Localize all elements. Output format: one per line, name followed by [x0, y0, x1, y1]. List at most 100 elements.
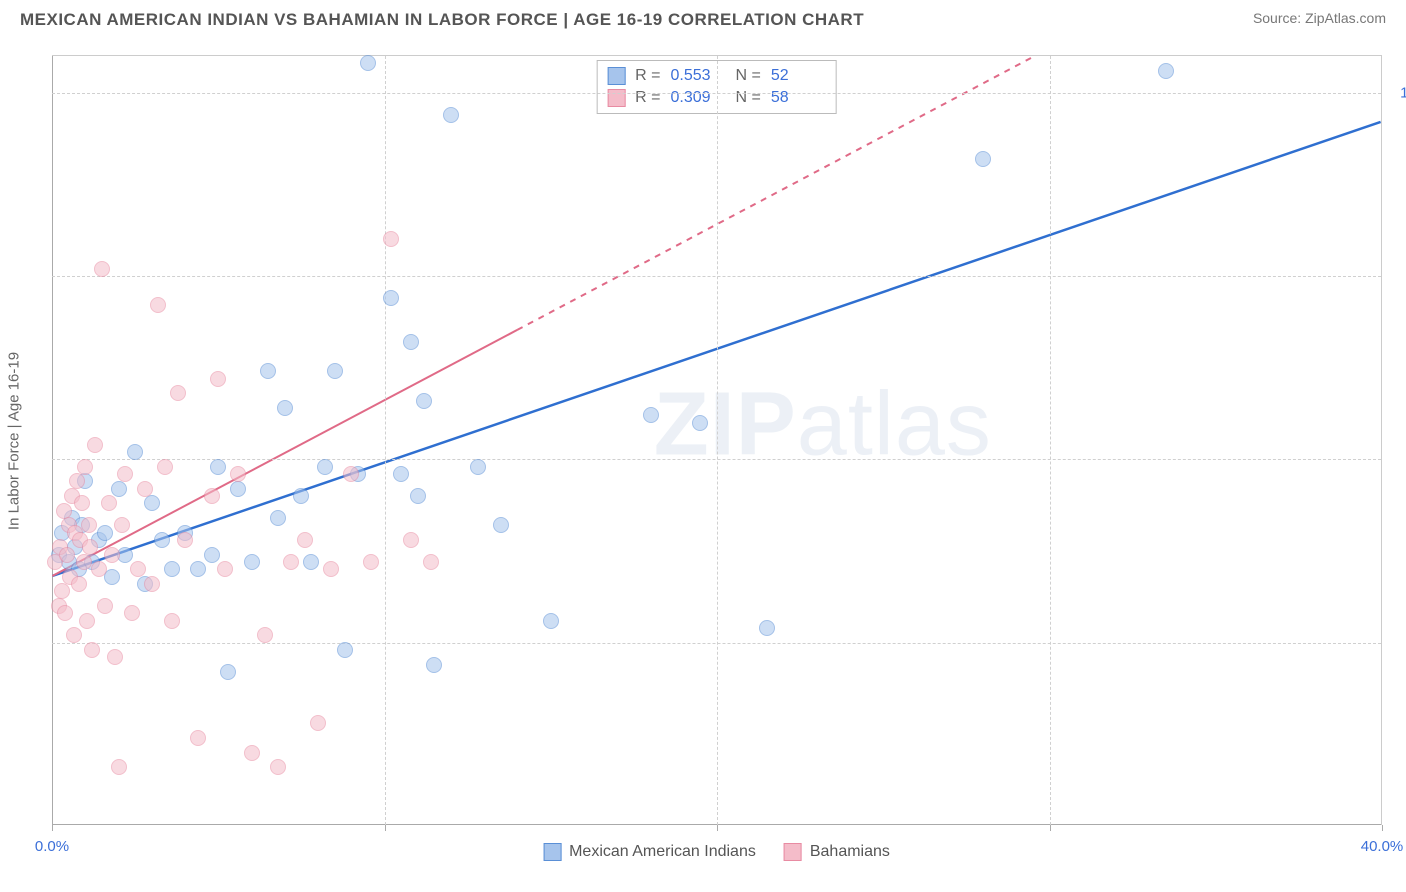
scatter-point-series2: [56, 503, 72, 519]
scatter-point-series1: [643, 407, 659, 423]
scatter-point-series2: [59, 547, 75, 563]
scatter-point-series1: [337, 642, 353, 658]
scatter-point-series2: [81, 517, 97, 533]
scatter-point-series1: [204, 547, 220, 563]
scatter-point-series2: [57, 605, 73, 621]
x-tick: [52, 825, 53, 831]
scatter-point-series2: [69, 473, 85, 489]
scatter-point-series1: [260, 363, 276, 379]
scatter-point-series2: [137, 481, 153, 497]
scatter-point-series2: [323, 561, 339, 577]
scatter-point-series1: [383, 290, 399, 306]
scatter-point-series2: [157, 459, 173, 475]
r-label-1: R =: [635, 67, 660, 85]
legend-swatch-2: [784, 843, 802, 861]
x-tick: [717, 825, 718, 831]
scatter-point-series1: [426, 657, 442, 673]
scatter-point-series2: [101, 495, 117, 511]
scatter-point-series1: [327, 363, 343, 379]
scatter-point-series2: [310, 715, 326, 731]
chart-container: MEXICAN AMERICAN INDIAN VS BAHAMIAN IN L…: [0, 0, 1406, 892]
legend-item-2: Bahamians: [784, 843, 890, 861]
scatter-point-series1: [154, 532, 170, 548]
scatter-point-series1: [360, 55, 376, 71]
scatter-point-series2: [87, 437, 103, 453]
scatter-point-series1: [759, 620, 775, 636]
scatter-point-series1: [303, 554, 319, 570]
scatter-point-series2: [210, 371, 226, 387]
x-tick-label: 0.0%: [35, 838, 69, 855]
scatter-point-series1: [293, 488, 309, 504]
legend-label-2: Bahamians: [810, 843, 890, 861]
scatter-point-series2: [164, 613, 180, 629]
scatter-point-series1: [543, 613, 559, 629]
scatter-point-series2: [403, 532, 419, 548]
legend-item-1: Mexican American Indians: [543, 843, 756, 861]
scatter-point-series1: [144, 495, 160, 511]
scatter-point-series2: [54, 583, 70, 599]
scatter-point-series1: [416, 393, 432, 409]
scatter-point-series2: [111, 759, 127, 775]
legend: Mexican American Indians Bahamians: [543, 843, 890, 861]
grid-line-v: [1050, 56, 1051, 825]
scatter-point-series2: [363, 554, 379, 570]
scatter-point-series1: [230, 481, 246, 497]
y-tick-label: 75.0%: [1391, 268, 1406, 285]
y-axis-line: [52, 56, 53, 825]
x-tick: [385, 825, 386, 831]
source-label: Source: ZipAtlas.com: [1253, 10, 1386, 26]
scatter-point-series1: [164, 561, 180, 577]
scatter-point-series1: [692, 415, 708, 431]
scatter-point-series2: [104, 547, 120, 563]
scatter-point-series1: [270, 510, 286, 526]
scatter-point-series1: [1158, 63, 1174, 79]
scatter-point-series1: [410, 488, 426, 504]
scatter-point-series1: [277, 400, 293, 416]
scatter-point-series2: [144, 576, 160, 592]
y-tick-label: 25.0%: [1391, 634, 1406, 651]
scatter-point-series2: [423, 554, 439, 570]
x-tick-label: 40.0%: [1361, 838, 1404, 855]
scatter-point-series2: [82, 539, 98, 555]
n-label-1: N =: [736, 67, 761, 85]
scatter-point-series1: [127, 444, 143, 460]
scatter-point-series1: [317, 459, 333, 475]
scatter-point-series1: [97, 525, 113, 541]
scatter-point-series2: [94, 261, 110, 277]
scatter-point-series2: [244, 745, 260, 761]
scatter-point-series2: [270, 759, 286, 775]
title-bar: MEXICAN AMERICAN INDIAN VS BAHAMIAN IN L…: [0, 0, 1406, 35]
scatter-point-series2: [230, 466, 246, 482]
n-value-1: 52: [771, 67, 826, 85]
scatter-point-series1: [210, 459, 226, 475]
scatter-point-series2: [84, 642, 100, 658]
chart-area: In Labor Force | Age 16-19 ZIPatlas R = …: [52, 55, 1382, 825]
scatter-point-series2: [297, 532, 313, 548]
scatter-point-series2: [130, 561, 146, 577]
y-axis-title: In Labor Force | Age 16-19: [6, 351, 23, 529]
scatter-point-series2: [77, 459, 93, 475]
y-tick-label: 50.0%: [1391, 451, 1406, 468]
scatter-point-series2: [114, 517, 130, 533]
scatter-point-series1: [975, 151, 991, 167]
scatter-point-series2: [117, 466, 133, 482]
scatter-point-series2: [74, 495, 90, 511]
scatter-point-series2: [71, 576, 87, 592]
scatter-point-series2: [257, 627, 273, 643]
scatter-point-series2: [217, 561, 233, 577]
scatter-point-series1: [443, 107, 459, 123]
legend-label-1: Mexican American Indians: [569, 843, 756, 861]
scatter-point-series2: [283, 554, 299, 570]
x-tick: [1382, 825, 1383, 831]
scatter-point-series2: [150, 297, 166, 313]
y-tick-label: 100.0%: [1391, 84, 1406, 101]
scatter-point-series1: [220, 664, 236, 680]
scatter-point-series1: [393, 466, 409, 482]
scatter-point-series1: [403, 334, 419, 350]
scatter-point-series1: [111, 481, 127, 497]
scatter-point-series2: [97, 598, 113, 614]
scatter-point-series2: [76, 554, 92, 570]
scatter-point-series2: [190, 730, 206, 746]
scatter-point-series1: [244, 554, 260, 570]
chart-title: MEXICAN AMERICAN INDIAN VS BAHAMIAN IN L…: [20, 10, 864, 30]
